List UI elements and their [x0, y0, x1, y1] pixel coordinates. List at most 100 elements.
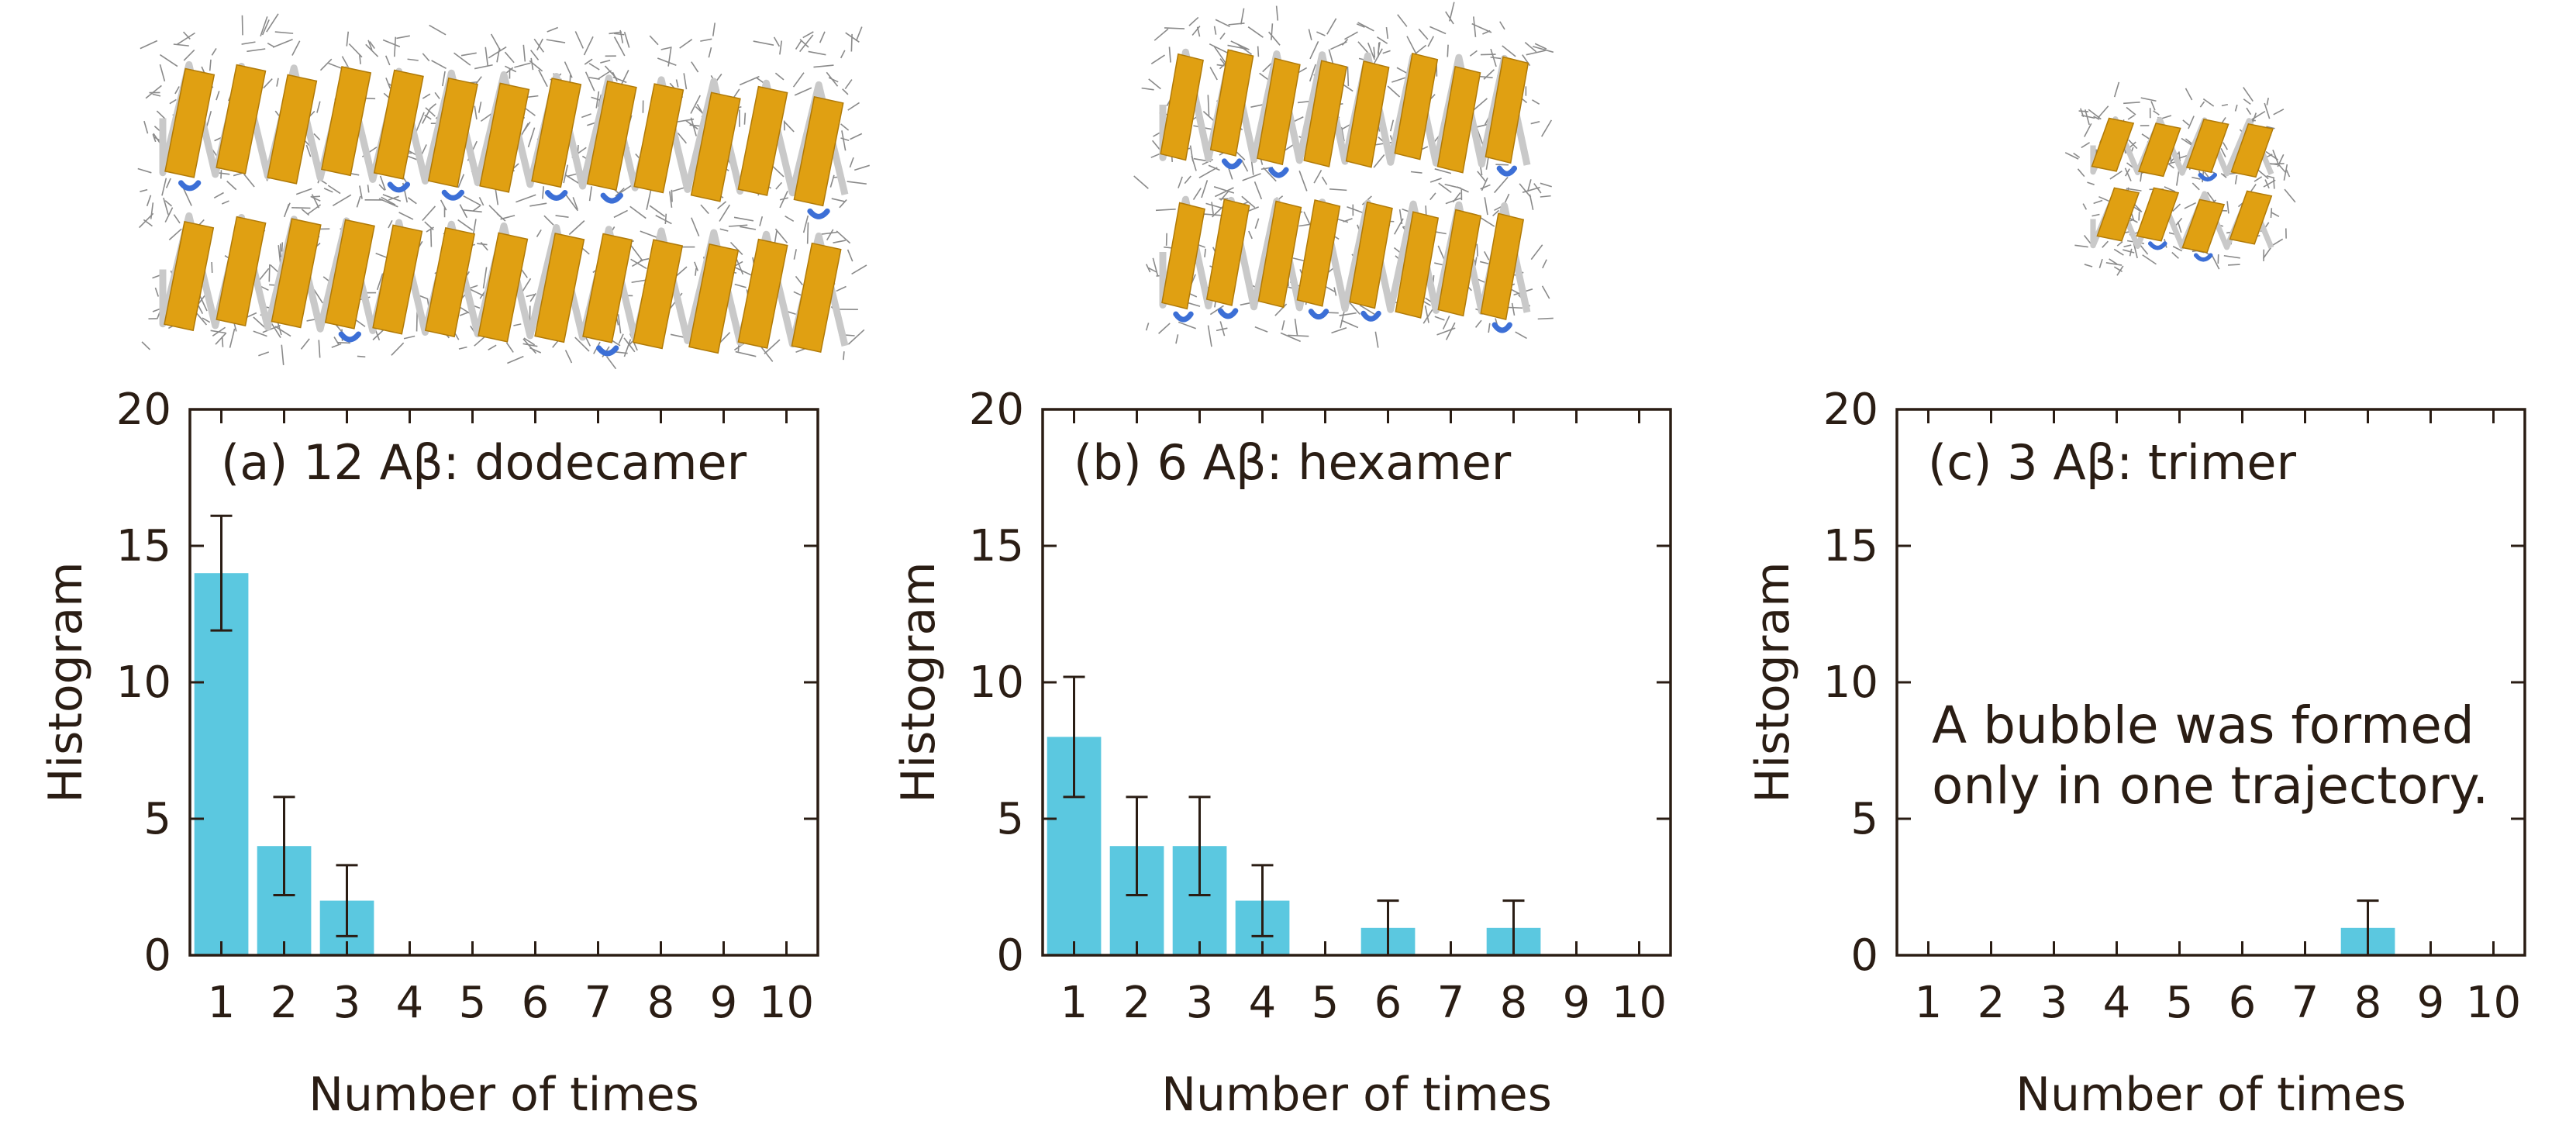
- sidechain-stick: [1534, 43, 1547, 50]
- sidechain-stick: [327, 185, 341, 195]
- sidechain-stick: [1492, 209, 1499, 217]
- sidechain-stick: [819, 231, 838, 236]
- sidechain-stick: [263, 78, 273, 89]
- sidechain-stick: [1359, 304, 1377, 316]
- sidechain-stick: [779, 197, 788, 201]
- sidechain-stick: [1133, 175, 1149, 189]
- beta-strand: [737, 238, 788, 349]
- sidechain-stick: [277, 321, 282, 336]
- sidechain-stick: [220, 170, 222, 179]
- beta-strand: [793, 96, 844, 207]
- sidechain-stick: [2283, 164, 2288, 181]
- sidechain-stick: [276, 78, 279, 87]
- sidechain-stick: [1254, 181, 1263, 200]
- sidechain-stick: [2087, 181, 2095, 185]
- sidechain-stick: [1423, 301, 1431, 306]
- sidechain-stick: [526, 293, 535, 298]
- sidechain-stick: [332, 194, 352, 206]
- sidechain-stick: [700, 38, 712, 42]
- sidechain-stick: [1502, 45, 1516, 57]
- sidechain-stick: [247, 48, 266, 53]
- sidechain-stick: [2078, 110, 2089, 112]
- sidechain-stick: [833, 240, 846, 243]
- sidechain-stick: [2223, 142, 2228, 150]
- beta-strand: [321, 66, 372, 177]
- x-axis-label: Number of times: [309, 1068, 699, 1122]
- x-tick-label: 5: [2166, 978, 2194, 1028]
- sidechain-stick: [301, 209, 310, 216]
- sidechain-stick: [365, 43, 379, 57]
- sidechain-stick: [513, 323, 522, 326]
- sidechain-stick: [495, 187, 499, 205]
- sidechain-stick: [482, 267, 488, 289]
- sidechain-stick: [640, 230, 658, 239]
- beta-strand: [2230, 123, 2274, 178]
- sidechain-stick: [226, 181, 237, 191]
- beta-strand: [1205, 198, 1250, 306]
- beta-strand: [534, 233, 585, 343]
- turn-segment: [1268, 167, 1289, 178]
- y-tick-label: 20: [969, 385, 1024, 435]
- panel-title: (b) 6 Aβ: hexamer: [1074, 434, 1512, 491]
- beta-strand: [1395, 211, 1440, 319]
- beta-strand: [372, 224, 423, 335]
- sidechain-stick: [1271, 23, 1274, 40]
- sidechain-stick: [221, 336, 224, 347]
- sidechain-stick: [209, 59, 212, 71]
- sidechain-stick: [2234, 104, 2238, 112]
- sidechain-stick: [422, 93, 431, 99]
- sidechain-stick: [159, 64, 166, 82]
- sidechain-stick: [1424, 305, 1429, 323]
- sidechain-stick: [2113, 248, 2124, 256]
- turn-segment: [600, 192, 623, 204]
- sidechain-stick: [735, 350, 757, 357]
- sidechain-stick: [490, 33, 502, 52]
- sidechain-stick: [581, 113, 591, 119]
- sidechain-stick: [536, 229, 542, 238]
- sidechain-stick: [312, 195, 321, 198]
- sidechain-stick: [1477, 171, 1486, 182]
- sidechain-stick: [258, 351, 270, 357]
- sidechain-stick: [1238, 44, 1253, 55]
- sidechain-stick: [1321, 176, 1328, 185]
- sidechain-stick: [621, 70, 629, 85]
- sidechain-stick: [794, 87, 812, 96]
- sidechain-stick: [205, 110, 212, 127]
- y-tick-label: 15: [969, 521, 1024, 571]
- y-tick-label: 5: [996, 794, 1024, 844]
- sidechain-stick: [221, 200, 229, 205]
- x-tick-label: 1: [1915, 978, 1943, 1028]
- sidechain-stick: [2223, 254, 2240, 259]
- sidechain-stick: [802, 31, 814, 39]
- beta-strand: [1436, 65, 1481, 174]
- sidechain-stick: [1532, 99, 1540, 105]
- turn-segment: [387, 181, 411, 193]
- sidechain-stick: [1511, 302, 1516, 316]
- sidechain-stick: [774, 72, 785, 81]
- sidechain-stick: [1202, 213, 1222, 216]
- sidechain-stick: [533, 38, 544, 53]
- sidechain-stick: [1540, 182, 1552, 188]
- x-tick-label: 6: [1374, 978, 1402, 1028]
- sidechain-stick: [675, 79, 679, 88]
- sidechain-stick: [719, 204, 731, 222]
- turn-segment: [1360, 310, 1381, 322]
- sidechain-stick: [2264, 179, 2270, 189]
- sidechain-stick: [543, 215, 554, 226]
- sidechain-stick: [2228, 264, 2240, 266]
- sidechain-stick: [1254, 326, 1268, 333]
- beta-strand: [373, 69, 424, 180]
- x-tick-label: 8: [2354, 978, 2382, 1028]
- sidechain-stick: [519, 123, 529, 137]
- sidechain-stick: [1474, 319, 1482, 328]
- sidechain-stick: [740, 226, 757, 230]
- sidechain-stick: [176, 32, 195, 46]
- sidechain-stick: [640, 257, 650, 261]
- sidechain-stick: [1484, 197, 1488, 216]
- sidechain-stick: [2202, 98, 2215, 107]
- sidechain-stick: [779, 40, 783, 55]
- sidechain-stick: [1284, 143, 1295, 151]
- sidechain-stick: [839, 199, 847, 209]
- y-tick-label: 15: [1823, 521, 1878, 571]
